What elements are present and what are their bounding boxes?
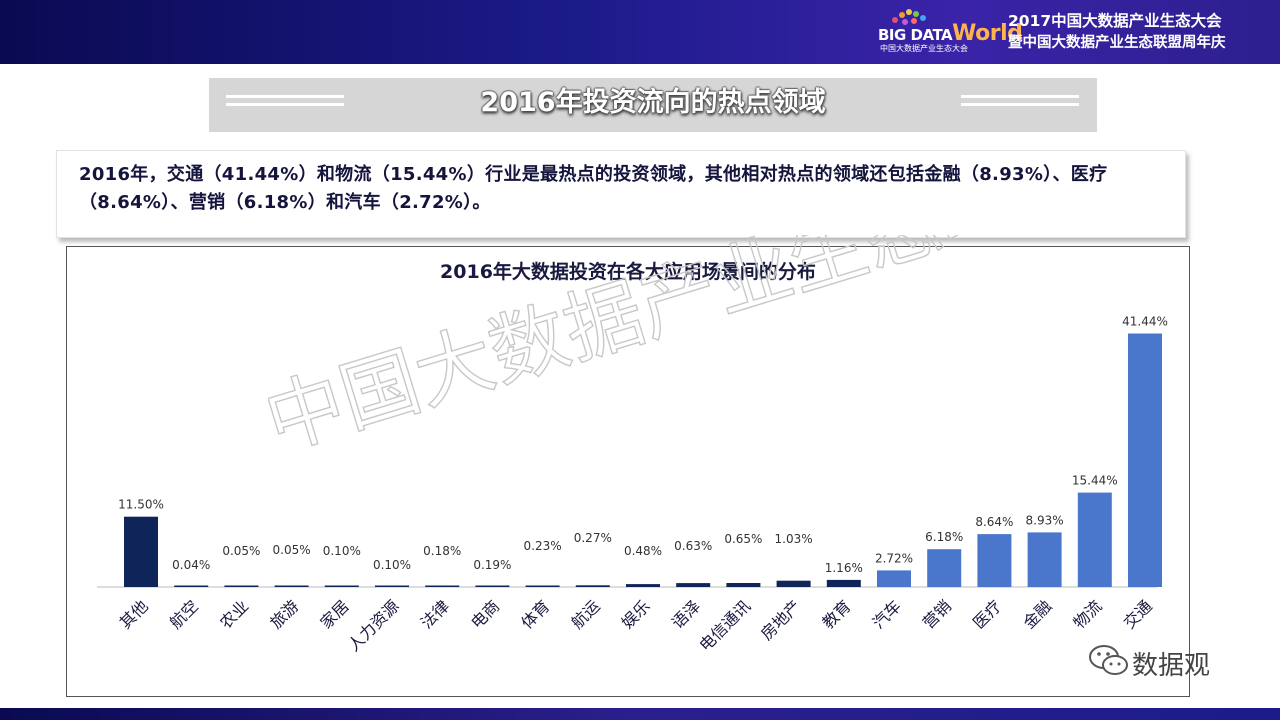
bar-7	[475, 585, 510, 587]
data-label-5: 0.10%	[373, 558, 411, 572]
bar-5	[375, 585, 409, 587]
bar-10	[626, 584, 660, 587]
data-label-15: 2.72%	[875, 551, 913, 565]
header-bar: BIG DATAWorld 中国大数据产业生态大会 2017中国大数据产业生态大…	[0, 0, 1280, 64]
logo-dots-icon	[892, 9, 932, 29]
data-label-16: 6.18%	[925, 530, 963, 544]
data-label-7: 0.19%	[473, 558, 511, 572]
banner-lines-left	[226, 95, 344, 111]
data-label-2: 0.05%	[222, 544, 260, 558]
category-label-2: 农业	[216, 596, 252, 632]
bar-12	[726, 583, 761, 587]
logo-world: World	[952, 21, 1023, 46]
bar-3	[274, 585, 309, 587]
data-label-9: 0.27%	[574, 531, 612, 545]
data-label-19: 15.44%	[1072, 474, 1118, 488]
footer-bar	[0, 708, 1280, 720]
category-label-12: 电信通讯	[696, 596, 755, 655]
bar-4	[324, 585, 359, 587]
data-label-12: 0.65%	[724, 532, 762, 546]
category-label-10: 娱乐	[618, 596, 654, 632]
data-label-20: 41.44%	[1122, 315, 1168, 329]
category-label-16: 营销	[919, 596, 955, 632]
summary-text: 2016年，交通（41.44%）和物流（15.44%）行业是最热点的投资领域，其…	[79, 164, 1108, 213]
logo-text: BIG DATAWorld	[878, 21, 1023, 46]
section-banner: 2016年投资流向的热点领域	[209, 78, 1097, 132]
bar-9	[575, 585, 610, 587]
data-label-13: 1.03%	[775, 532, 813, 546]
wechat-icon	[1089, 645, 1128, 675]
bar-20	[1128, 333, 1162, 587]
data-label-6: 0.18%	[423, 544, 461, 558]
category-label-18: 金融	[1019, 596, 1055, 632]
category-label-6: 法律	[417, 596, 453, 632]
data-label-0: 11.50%	[118, 498, 164, 512]
bar-0	[124, 516, 158, 587]
conference-subtitle: 暨中国大数据产业生态联盟周年庆	[1008, 35, 1226, 51]
bigdata-world-logo: BIG DATAWorld 中国大数据产业生态大会	[878, 7, 1023, 57]
bar-18	[1027, 532, 1062, 587]
bar-19	[1077, 492, 1112, 587]
bar-14	[826, 579, 861, 587]
data-label-1: 0.04%	[172, 558, 210, 572]
bar-13	[776, 580, 811, 587]
data-label-8: 0.23%	[524, 539, 562, 553]
summary-box: 2016年，交通（41.44%）和物流（15.44%）行业是最热点的投资领域，其…	[56, 150, 1186, 238]
category-label-15: 汽车	[869, 596, 905, 632]
category-label-14: 教育	[819, 596, 855, 632]
data-label-10: 0.48%	[624, 544, 662, 558]
data-label-11: 0.63%	[674, 539, 712, 553]
bar-1	[174, 585, 209, 587]
logo-subtitle: 中国大数据产业生态大会	[880, 44, 968, 53]
wechat-account: 数据观	[1088, 643, 1248, 683]
banner-lines-right	[961, 95, 1079, 111]
wechat-label: 数据观	[1132, 651, 1211, 681]
bar-15	[877, 570, 911, 587]
category-label-17: 医疗	[969, 596, 1005, 632]
section-title: 2016年投资流向的热点领域	[480, 87, 826, 118]
data-label-17: 8.64%	[975, 515, 1013, 529]
category-label-7: 电商	[467, 596, 503, 632]
category-label-11: 语泽	[668, 596, 704, 632]
bar-17	[977, 534, 1012, 587]
bar-11	[676, 583, 711, 587]
bar-8	[525, 585, 560, 587]
category-label-9: 航运	[568, 596, 604, 632]
category-label-4: 家居	[317, 596, 353, 632]
data-label-3: 0.05%	[273, 543, 311, 557]
category-label-5: 人力资源	[344, 596, 403, 655]
data-label-4: 0.10%	[323, 544, 361, 558]
chart-frame: 2016年大数据投资在各大应用场景间的分布 11.50% 其他 0.04% 航空 0.0…	[66, 246, 1190, 697]
logo-big-data: BIG DATA	[878, 26, 953, 44]
chart-title: 2016年大数据投资在各大应用场景间的分布	[440, 261, 816, 283]
bar-chart: 11.50% 其他 0.04% 航空 0.05% 农业 0.05% 旅游 0.10% 家居 0.10…	[97, 315, 1168, 655]
bar-16	[927, 549, 962, 587]
bar-2	[224, 585, 259, 587]
category-label-13: 房地产	[757, 596, 804, 643]
conference-title: 2017中国大数据产业生态大会	[1008, 12, 1222, 30]
data-label-14: 1.16%	[825, 561, 863, 575]
category-label-1: 航空	[166, 596, 202, 632]
category-label-8: 体育	[517, 596, 553, 632]
category-label-0: 其他	[116, 596, 152, 632]
data-label-18: 8.93%	[1026, 513, 1064, 527]
bar-6	[425, 585, 460, 587]
category-label-19: 物流	[1070, 596, 1106, 632]
category-label-3: 旅游	[266, 596, 302, 632]
category-label-20: 交通	[1120, 596, 1156, 632]
